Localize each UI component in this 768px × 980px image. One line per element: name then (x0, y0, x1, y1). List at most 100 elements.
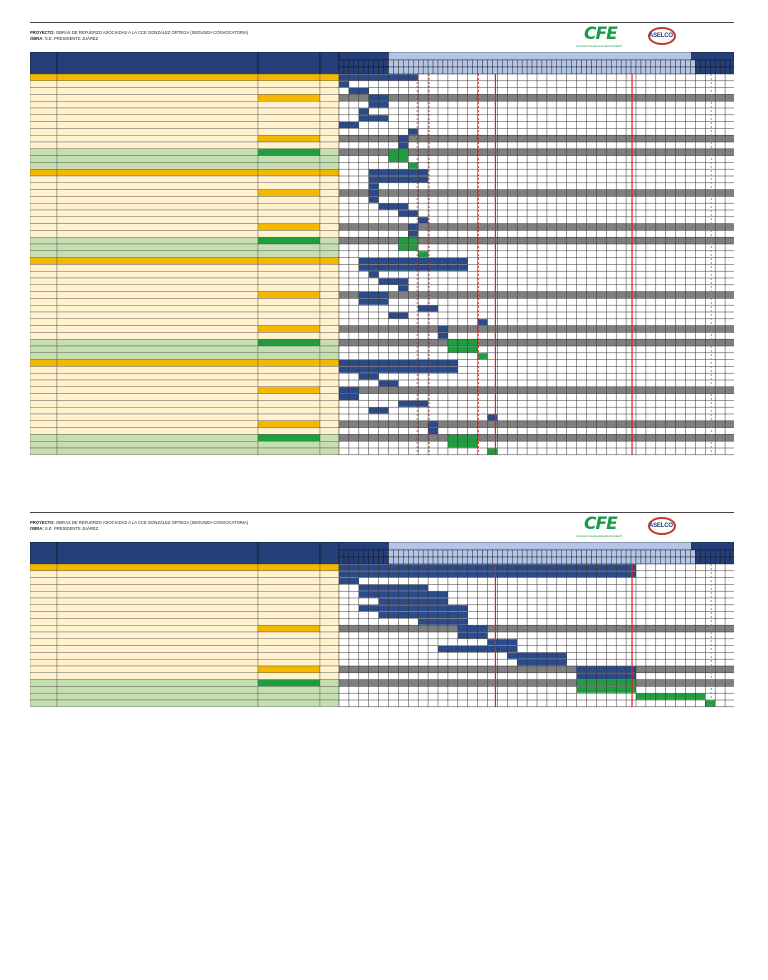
gantt-row (30, 563, 734, 571)
aselco-logo-ring (648, 27, 676, 45)
timeline-header-cell (710, 556, 716, 565)
row-duration-cell (257, 590, 321, 599)
row-id-cell (30, 352, 58, 360)
row-id-cell (30, 393, 58, 401)
timeline-header-cell (393, 556, 399, 565)
row-description-cell (56, 590, 259, 599)
timeline-header-cell (724, 66, 731, 75)
gantt-row (30, 604, 734, 612)
row-timeline-bg (339, 271, 734, 278)
row-id-cell (30, 359, 58, 367)
timeline-header-cell (457, 556, 463, 565)
timeline-header-cell (422, 59, 429, 68)
gantt-row (30, 379, 734, 387)
row-description-cell (56, 352, 259, 360)
row-duration-cell (257, 304, 321, 313)
row-description-cell (56, 141, 259, 149)
gantt-bar (358, 115, 389, 122)
row-duration-cell (257, 645, 321, 653)
gantt-bar (358, 257, 468, 264)
row-unit-cell (319, 406, 340, 415)
timeline-header-cell (635, 59, 642, 68)
timeline-header-months (388, 542, 692, 551)
timeline-header-cell (719, 66, 726, 75)
gantt-bar (447, 346, 478, 353)
row-duration-cell (257, 379, 321, 387)
row-description-cell (56, 148, 259, 156)
row-id-cell (30, 590, 58, 599)
gantt-row (30, 304, 734, 313)
timeline-header-cell (492, 556, 498, 565)
gantt-row (30, 366, 734, 374)
timeline-header-cell (700, 556, 706, 565)
timeline-header-cell (541, 59, 548, 68)
timeline-header-cell (601, 59, 607, 68)
gantt-row (30, 359, 734, 367)
timeline-header-cell (447, 59, 454, 68)
row-unit-cell (319, 338, 340, 347)
row-duration-cell (257, 270, 321, 279)
timeline-header-cell (482, 549, 488, 558)
timeline-header-cell (695, 59, 701, 68)
timeline-header-cell (526, 556, 533, 565)
row-id-cell (30, 141, 58, 149)
row-duration-cell (257, 427, 321, 435)
gantt-bar (368, 271, 379, 278)
gantt-row (30, 168, 734, 177)
timeline-header-cell (536, 556, 543, 565)
timeline-header-cell (442, 549, 449, 558)
timeline-header-cell (714, 59, 721, 68)
row-id-cell (30, 318, 58, 326)
timeline-header-cell (348, 59, 355, 68)
timeline-header-cell (620, 59, 627, 68)
row-duration-cell (257, 434, 321, 442)
aselco-logo-ring (648, 517, 676, 535)
gantt-row (30, 107, 734, 115)
timeline-header-cell (497, 66, 503, 75)
gantt-bar (418, 217, 429, 224)
row-timeline-bg (339, 645, 734, 653)
gantt-row (30, 148, 734, 156)
row-timeline-bg (339, 175, 734, 183)
row-id-cell (30, 686, 58, 694)
timeline-header-cell (472, 66, 478, 75)
row-unit-cell (319, 304, 340, 313)
row-duration-cell (257, 386, 321, 394)
gantt-rows (30, 563, 734, 707)
timeline-header-cell (507, 549, 513, 558)
timeline-header-cell (477, 549, 483, 558)
row-id-cell (30, 379, 58, 387)
timeline-header-cell (700, 549, 706, 558)
row-id-cell (30, 80, 58, 88)
row-id-cell (30, 114, 58, 122)
timeline-header-cell (724, 59, 731, 68)
row-duration-cell (257, 570, 321, 578)
row-description-cell (56, 291, 259, 299)
row-description-cell (56, 223, 259, 231)
timeline-header-cell (576, 549, 582, 558)
timeline-header-cell (348, 556, 355, 565)
gantt-row (30, 277, 734, 285)
row-unit-cell (319, 332, 340, 340)
row-timeline-bg (339, 366, 734, 374)
timeline-header-cell (690, 66, 696, 75)
row-unit-cell (319, 672, 340, 680)
row-description-cell (56, 345, 259, 353)
row-duration-cell (257, 447, 321, 455)
row-id-cell (30, 366, 58, 374)
row-timeline-bg (339, 665, 734, 673)
row-duration-cell (257, 638, 321, 646)
row-description-cell (56, 638, 259, 646)
timeline-header-cell (625, 549, 632, 558)
timeline-header-cell (556, 66, 562, 75)
timeline-header-cell (403, 59, 409, 68)
row-timeline-bg (339, 345, 734, 353)
timeline-header-cell (388, 549, 394, 558)
timeline-header-cell (601, 549, 607, 558)
timeline-header-cell (685, 549, 691, 558)
gantt-row (30, 345, 734, 353)
row-timeline-bg (339, 379, 734, 387)
row-duration-cell (257, 631, 321, 639)
timeline-header-cell (398, 556, 404, 565)
timeline-header-cell (620, 549, 627, 558)
